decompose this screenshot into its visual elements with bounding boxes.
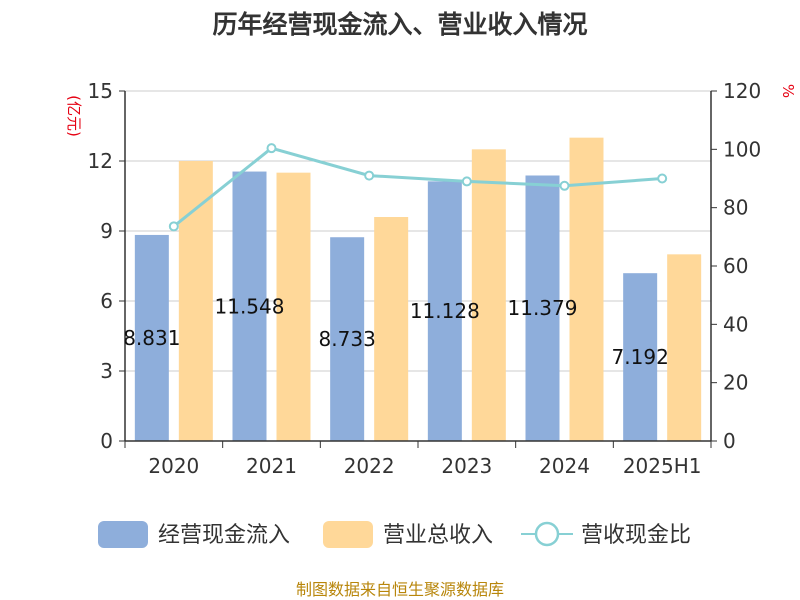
axes: 0 3 6 9 12 15 0 20 40 60 80 100 120 2020 2021 2022 2023 2… <box>88 79 762 478</box>
left-axis-tick-label: 12 <box>88 149 113 173</box>
x-axis-tick-label: 2020 <box>148 454 199 478</box>
data-label: 11.548 <box>215 294 285 318</box>
bar-revenue <box>471 149 506 442</box>
left-axis-tick-label: 9 <box>100 219 113 243</box>
data-label: 11.379 <box>508 296 578 320</box>
left-axis-unit: (亿元) <box>65 95 83 137</box>
bar-cash-inflow <box>232 171 267 441</box>
x-axis-tick-label: 2023 <box>441 454 492 478</box>
legend-swatch-0 <box>98 521 148 548</box>
right-axis-tick-label: 100 <box>723 137 761 161</box>
bar-cash-inflow <box>623 273 658 441</box>
right-axis-tick-label: 80 <box>723 196 748 220</box>
left-axis-tick-label: 6 <box>100 289 113 313</box>
bar-revenue <box>569 137 604 441</box>
ratio-point <box>657 173 668 184</box>
bar-revenue <box>178 161 213 441</box>
bar-cash-inflow <box>134 234 169 441</box>
ratio-point <box>266 143 277 154</box>
left-axis-tick-label: 0 <box>100 429 113 453</box>
bar-cash-inflow <box>525 175 560 442</box>
x-axis-tick-label: 2021 <box>246 454 297 478</box>
bars <box>134 137 702 442</box>
x-axis-tick-label: 2024 <box>539 454 590 478</box>
right-axis-tick-label: 20 <box>723 371 748 395</box>
x-axis-tick-label: 2025H1 <box>623 454 702 478</box>
bar-revenue <box>276 172 311 441</box>
bar-revenue <box>374 217 409 441</box>
left-axis-tick-label: 3 <box>100 359 113 383</box>
chart-title: 历年经营现金流入、营业收入情况 <box>212 10 587 39</box>
left-axis-tick-label: 15 <box>88 79 113 103</box>
legend: 经营现金流入 营业总收入 营收现金比 <box>98 521 691 548</box>
right-axis-unit: % <box>779 84 797 98</box>
data-label: 8.733 <box>319 327 376 351</box>
legend-swatch-1 <box>323 521 373 548</box>
data-label: 8.831 <box>123 326 180 350</box>
ratio-point <box>168 221 179 232</box>
right-axis-tick-label: 0 <box>723 429 736 453</box>
ratio-point <box>559 180 570 191</box>
legend-label: 营业总收入 <box>383 523 493 548</box>
legend-swatch-marker <box>534 521 560 547</box>
data-label: 7.192 <box>612 345 669 369</box>
bar-revenue <box>667 254 702 441</box>
ratio-point <box>364 170 375 181</box>
bar-cash-inflow <box>427 181 462 441</box>
right-axis-tick-label: 120 <box>723 79 761 103</box>
source-note: 制图数据来自恒生聚源数据库 <box>296 580 504 599</box>
ratio-line <box>168 143 668 232</box>
legend-label: 营收现金比 <box>581 523 691 548</box>
ratio-point <box>461 176 472 187</box>
grid-lines <box>125 90 711 372</box>
legend-label: 经营现金流入 <box>158 523 290 548</box>
x-axis-tick-label: 2022 <box>344 454 395 478</box>
bar-cash-inflow <box>330 237 365 441</box>
right-axis-tick-label: 60 <box>723 254 748 278</box>
data-label: 11.128 <box>410 299 480 323</box>
right-axis-tick-label: 40 <box>723 312 748 336</box>
data-labels: 8.831 11.548 8.733 11.128 11.379 7.192 <box>123 294 669 369</box>
ratio-line-path <box>172 146 663 228</box>
